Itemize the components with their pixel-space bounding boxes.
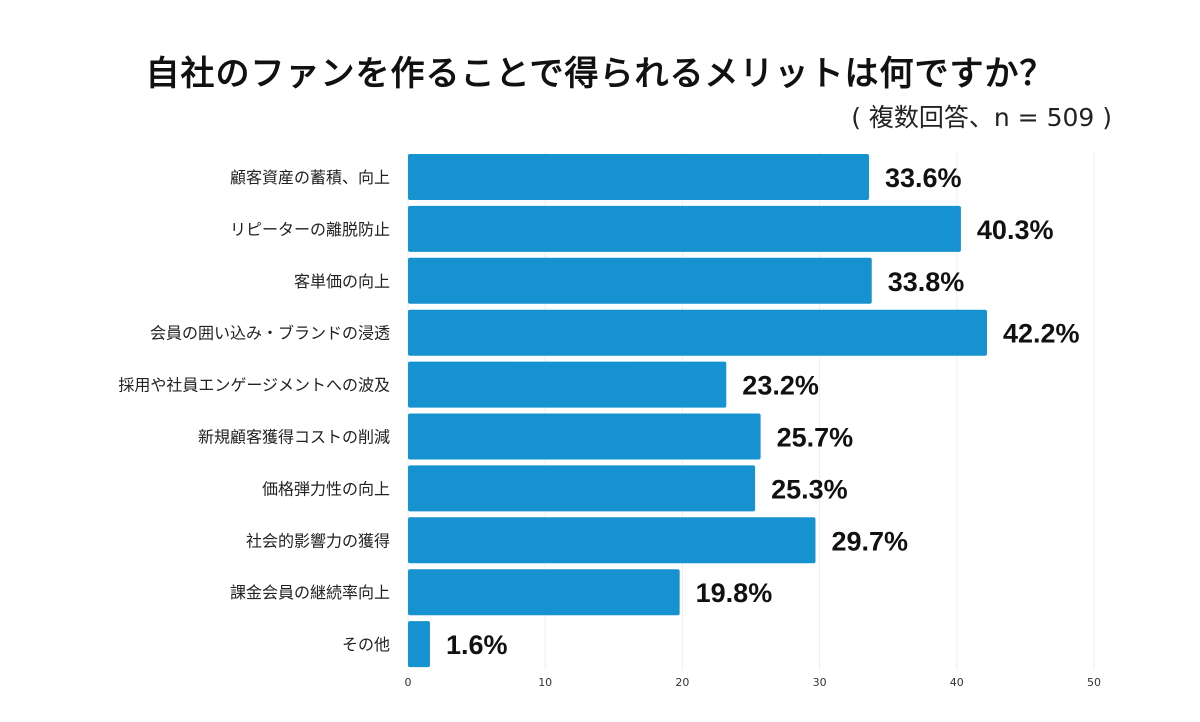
bar (408, 257, 872, 304)
bar (408, 569, 680, 616)
category-label: その他 (342, 635, 390, 654)
data-label: 29.7% (831, 526, 908, 556)
x-tick-label: 20 (675, 676, 689, 689)
data-label: 40.3% (977, 215, 1054, 245)
data-label: 33.6% (885, 163, 962, 193)
data-label: 25.3% (771, 474, 848, 504)
category-label: 価格弾力性の向上 (262, 479, 390, 498)
bar (408, 465, 756, 512)
category-label: 採用や社員エンゲージメントへの波及 (118, 376, 390, 395)
category-label: 顧客資産の蓄積、向上 (230, 168, 390, 187)
bar (408, 205, 961, 252)
x-tick-label: 0 (405, 676, 412, 689)
data-label: 42.2% (1003, 319, 1080, 349)
x-tick-label: 50 (1087, 676, 1101, 689)
category-label: 新規顧客獲得コストの削減 (198, 428, 390, 447)
bar (408, 517, 816, 564)
chart-title: 自社のファンを作ることで得られるメリットは何ですか？ (145, 54, 1055, 94)
data-label: 33.8% (888, 267, 965, 297)
category-label: 課金会員の継続率向上 (230, 583, 390, 602)
bar (408, 309, 987, 356)
bar (408, 154, 869, 200)
data-label: 19.8% (696, 578, 773, 608)
bar (408, 361, 727, 408)
data-label: 25.7% (777, 423, 854, 453)
bar (408, 621, 430, 668)
x-tick-label: 30 (813, 676, 827, 689)
chart-subtitle: ( 複数回答、n = 509 ) (851, 103, 1112, 132)
category-label: 客単価の向上 (294, 272, 390, 291)
bar (408, 413, 761, 460)
category-label: 会員の囲い込み・ブランドの浸透 (150, 324, 390, 343)
category-label: 社会的影響力の獲得 (246, 531, 390, 550)
x-tick-label: 10 (538, 676, 552, 689)
x-tick-label: 40 (950, 676, 964, 689)
data-label: 1.6% (446, 630, 508, 660)
category-label: リピーターの離脱防止 (230, 220, 390, 239)
data-label: 23.2% (742, 371, 819, 401)
